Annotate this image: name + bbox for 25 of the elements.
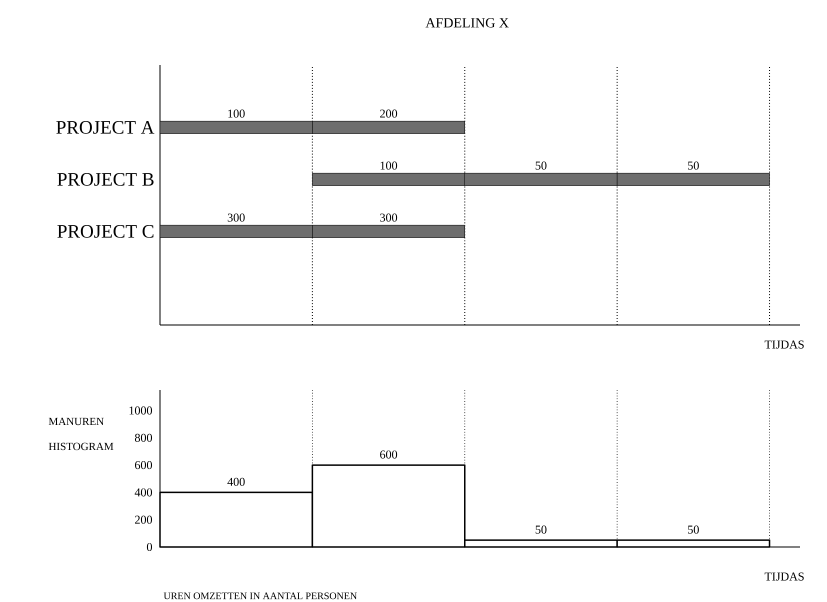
y-tick-label: 600	[134, 461, 152, 470]
data-label: 400	[227, 478, 245, 486]
y-tick-label: 0	[146, 542, 152, 552]
data-label: 300	[228, 214, 245, 222]
data-label: 100	[228, 110, 245, 118]
y-tick-label: 400	[134, 488, 152, 496]
y-tick-label: 800	[134, 434, 152, 442]
y-tick-label: 200	[135, 516, 152, 524]
data-label: 100	[380, 162, 398, 170]
data-label: 600	[380, 450, 398, 459]
category-label: PROJECT B	[57, 173, 154, 186]
data-label: 50	[536, 526, 546, 534]
data-label: 50	[688, 526, 699, 534]
text: AFDELING X	[426, 18, 509, 28]
category-label: PROJECT A	[56, 121, 154, 134]
data-label: 300	[380, 214, 398, 222]
text: MANUREN HISTOGRAM	[48, 418, 114, 450]
data-label: 50	[688, 162, 699, 170]
y-tick-label: 1000	[130, 406, 152, 415]
data-label: 50	[536, 162, 546, 170]
category-label: PROJECT C	[57, 225, 154, 238]
text: UREN OMZETTEN IN AANTAL PERSONEN	[164, 592, 357, 600]
text: TIJDAS	[764, 340, 804, 349]
data-label: 200	[380, 110, 398, 118]
x-axis-title: TIJDAS	[764, 572, 804, 581]
